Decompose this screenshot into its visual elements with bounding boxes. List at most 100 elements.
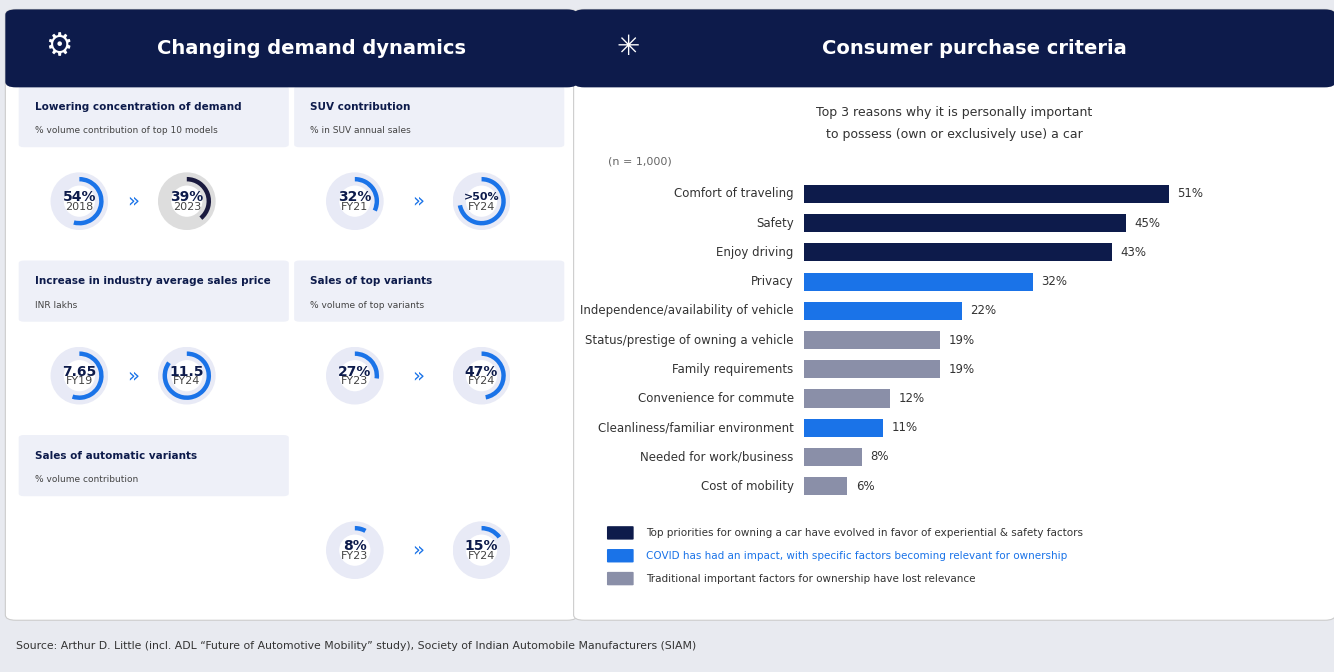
Text: Safety: Safety: [756, 216, 794, 230]
Text: Sales of automatic variants: Sales of automatic variants: [35, 450, 197, 460]
Text: FY23: FY23: [342, 376, 368, 386]
Wedge shape: [355, 526, 367, 533]
Text: 39%: 39%: [171, 190, 203, 204]
Wedge shape: [72, 351, 104, 400]
Wedge shape: [482, 351, 506, 399]
Bar: [804, 448, 862, 466]
Text: 15%: 15%: [464, 539, 499, 553]
Wedge shape: [187, 177, 211, 220]
Text: FY24: FY24: [468, 202, 495, 212]
Text: Cleanliness/familiar environment: Cleanliness/familiar environment: [598, 421, 794, 434]
Bar: [804, 477, 847, 495]
Wedge shape: [163, 351, 211, 400]
Text: Enjoy driving: Enjoy driving: [716, 246, 794, 259]
Text: Status/prestige of owning a vehicle: Status/prestige of owning a vehicle: [586, 333, 794, 347]
Text: Privacy: Privacy: [751, 275, 794, 288]
FancyBboxPatch shape: [607, 549, 634, 562]
Text: Traditional important factors for ownership have lost relevance: Traditional important factors for owners…: [646, 574, 975, 583]
Text: Family requirements: Family requirements: [672, 363, 794, 376]
Wedge shape: [355, 177, 379, 212]
Text: (n = 1,000): (n = 1,000): [608, 157, 672, 166]
FancyBboxPatch shape: [607, 526, 634, 540]
Text: FY24: FY24: [173, 376, 200, 386]
Bar: [804, 331, 940, 349]
Text: 11%: 11%: [891, 421, 918, 434]
Text: 8%: 8%: [343, 539, 367, 553]
Text: »: »: [412, 541, 424, 560]
Bar: [804, 185, 1169, 203]
Text: »: »: [412, 192, 424, 211]
FancyBboxPatch shape: [574, 9, 1334, 620]
Text: Cost of mobility: Cost of mobility: [700, 480, 794, 493]
Text: 22%: 22%: [970, 304, 996, 317]
Text: Independence/availability of vehicle: Independence/availability of vehicle: [580, 304, 794, 317]
Text: 19%: 19%: [948, 363, 975, 376]
Text: 32%: 32%: [338, 190, 372, 204]
Text: 2018: 2018: [65, 202, 93, 212]
Text: ⚙︎: ⚙︎: [47, 32, 73, 62]
Text: 11.5: 11.5: [169, 365, 204, 379]
Text: 45%: 45%: [1134, 216, 1161, 230]
FancyBboxPatch shape: [5, 9, 578, 87]
FancyBboxPatch shape: [607, 572, 634, 585]
Text: % volume contribution of top 10 models: % volume contribution of top 10 models: [35, 126, 217, 135]
FancyBboxPatch shape: [19, 261, 288, 322]
Text: 7.65: 7.65: [63, 365, 96, 379]
Text: 51%: 51%: [1178, 187, 1203, 200]
Text: Source: Arthur D. Little (incl. ADL “Future of Automotive Mobility” study), Soci: Source: Arthur D. Little (incl. ADL “Fut…: [16, 642, 696, 651]
Text: FY23: FY23: [342, 551, 368, 560]
Text: 12%: 12%: [899, 392, 924, 405]
Text: 19%: 19%: [948, 333, 975, 347]
FancyBboxPatch shape: [5, 9, 578, 620]
Bar: [804, 419, 883, 437]
Text: SUV contribution: SUV contribution: [309, 101, 411, 112]
Bar: [804, 214, 1126, 233]
Bar: [804, 243, 1111, 261]
Text: Needed for work/business: Needed for work/business: [640, 450, 794, 464]
Wedge shape: [458, 177, 506, 225]
Text: 43%: 43%: [1121, 246, 1146, 259]
Text: Sales of top variants: Sales of top variants: [309, 276, 432, 286]
Text: ✳: ✳: [616, 33, 640, 61]
Text: FY24: FY24: [468, 551, 495, 560]
Text: 32%: 32%: [1042, 275, 1067, 288]
Text: Convenience for commute: Convenience for commute: [638, 392, 794, 405]
Wedge shape: [355, 351, 379, 379]
Text: Lowering concentration of demand: Lowering concentration of demand: [35, 101, 241, 112]
Text: Changing demand dynamics: Changing demand dynamics: [157, 39, 466, 58]
FancyBboxPatch shape: [19, 435, 288, 496]
Text: 2023: 2023: [172, 202, 201, 212]
Text: 6%: 6%: [856, 480, 875, 493]
Text: 47%: 47%: [464, 365, 498, 379]
Bar: [804, 302, 962, 320]
Text: Increase in industry average sales price: Increase in industry average sales price: [35, 276, 271, 286]
FancyBboxPatch shape: [293, 261, 564, 322]
Text: to possess (own or exclusively use) a car: to possess (own or exclusively use) a ca…: [826, 128, 1083, 141]
Text: 54%: 54%: [63, 190, 96, 204]
Text: % in SUV annual sales: % in SUV annual sales: [309, 126, 411, 135]
Bar: [804, 389, 890, 407]
Text: FY24: FY24: [468, 376, 495, 386]
Text: FY21: FY21: [342, 202, 368, 212]
Text: 8%: 8%: [870, 450, 888, 464]
Text: % volume contribution: % volume contribution: [35, 475, 137, 484]
Text: >50%: >50%: [464, 192, 499, 202]
Text: Top priorities for owning a car have evolved in favor of experiential & safety f: Top priorities for owning a car have evo…: [646, 528, 1083, 538]
Text: % volume of top variants: % volume of top variants: [309, 300, 424, 310]
Wedge shape: [482, 526, 502, 538]
Text: FY19: FY19: [65, 376, 93, 386]
Text: Top 3 reasons why it is personally important: Top 3 reasons why it is personally impor…: [816, 106, 1093, 119]
Text: COVID has had an impact, with specific factors becoming relevant for ownership: COVID has had an impact, with specific f…: [646, 551, 1067, 560]
Text: »: »: [412, 366, 424, 385]
Wedge shape: [73, 177, 104, 225]
Text: »: »: [127, 366, 139, 385]
Text: Consumer purchase criteria: Consumer purchase criteria: [822, 39, 1127, 58]
Bar: [804, 360, 940, 378]
Text: INR lakhs: INR lakhs: [35, 300, 77, 310]
FancyBboxPatch shape: [19, 86, 288, 147]
Bar: [804, 273, 1033, 291]
Text: Comfort of traveling: Comfort of traveling: [674, 187, 794, 200]
FancyBboxPatch shape: [574, 9, 1334, 87]
FancyBboxPatch shape: [293, 86, 564, 147]
Text: »: »: [127, 192, 139, 211]
